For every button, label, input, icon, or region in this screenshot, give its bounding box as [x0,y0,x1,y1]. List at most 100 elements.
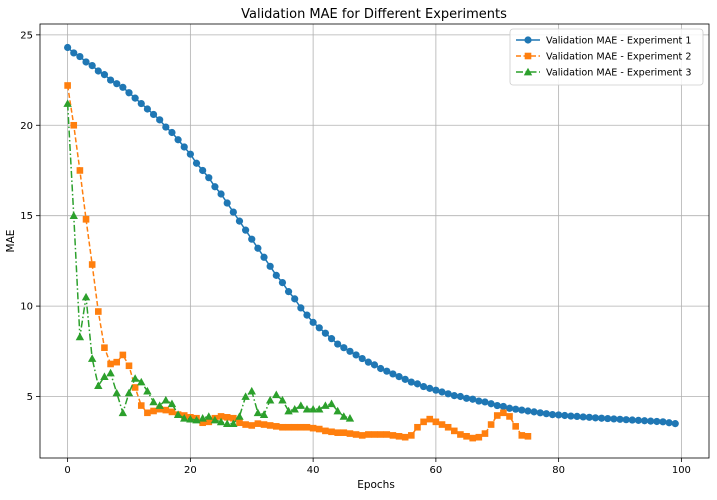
data-point [101,344,108,351]
data-point [352,351,360,359]
data-point [420,382,428,391]
data-point [407,378,415,386]
data-point [364,358,372,366]
data-point [278,395,287,404]
legend-entry: Validation MAE - Experiment 2 [516,52,691,63]
data-point [82,216,90,223]
data-point [481,430,489,437]
data-point [647,417,655,425]
data-point [205,174,213,182]
data-point [432,386,440,394]
data-point [272,423,280,430]
data-point [167,399,177,408]
data-point [438,388,446,396]
data-point [302,404,312,413]
data-point [328,428,335,436]
data-point [456,392,465,401]
x-tick-label: 0 [64,465,70,476]
data-point [370,361,379,369]
data-point [524,433,532,440]
data-point [505,404,514,412]
data-point [291,423,299,431]
data-point [161,395,171,404]
data-point [64,82,71,89]
data-point [70,49,78,57]
data-point [628,416,636,424]
data-point [272,390,281,399]
series-layer [63,43,679,442]
data-point [512,423,519,430]
x-tick-label: 80 [552,465,565,476]
data-point [125,362,133,370]
data-point [462,394,471,402]
data-point [119,351,127,359]
data-point [389,432,397,439]
data-point [88,61,96,70]
data-point [63,99,72,107]
data-point [229,208,237,216]
data-point [119,83,127,91]
data-point [81,292,91,301]
data-point [518,432,526,439]
data-point [199,419,206,427]
data-point [365,431,372,438]
data-point [229,419,238,428]
data-point [438,421,446,428]
data-point [75,332,85,341]
data-point [113,80,121,88]
data-point [469,395,477,403]
data-point [162,123,170,131]
data-point [112,388,121,397]
data-point [475,433,483,441]
data-point [500,409,507,417]
data-point [199,166,207,175]
data-point [358,354,366,363]
data-point [315,324,323,332]
data-point [524,407,532,415]
data-point [634,416,643,424]
plot-frame [39,23,710,459]
legend: Validation MAE - Experiment 1 Validation … [509,28,704,86]
data-point [279,423,286,431]
data-point [597,414,606,422]
legend-box [509,28,704,86]
data-point [131,384,139,391]
data-point [561,411,569,420]
data-point [131,94,139,102]
data-point [345,414,355,422]
data-point [377,431,384,438]
data-point [665,419,673,427]
data-point [284,288,293,296]
data-point [340,344,348,352]
data-point [290,404,299,413]
data-point [242,421,249,428]
chart-title: Validation MAE for Different Experiments [241,7,507,22]
data-point [130,374,140,382]
data-point [88,261,96,268]
data-point [426,415,434,423]
data-point [487,421,495,428]
y-tick-label: 20 [20,121,33,132]
data-point [137,377,146,386]
data-point [315,425,323,433]
data-point [95,308,102,315]
data-point [499,402,507,411]
data-point [395,373,403,381]
legend-marker [524,52,532,60]
data-point [155,401,164,409]
data-point [118,408,128,417]
data-point [125,89,133,97]
data-point [333,406,342,415]
y-tick-label: 5 [27,392,33,403]
data-point [192,159,201,167]
data-point [322,427,329,435]
data-point [156,405,163,413]
data-point [265,395,275,404]
data-point [235,412,244,420]
data-point [659,418,667,426]
data-point [555,411,563,419]
data-point [579,413,587,421]
data-point [162,406,170,414]
